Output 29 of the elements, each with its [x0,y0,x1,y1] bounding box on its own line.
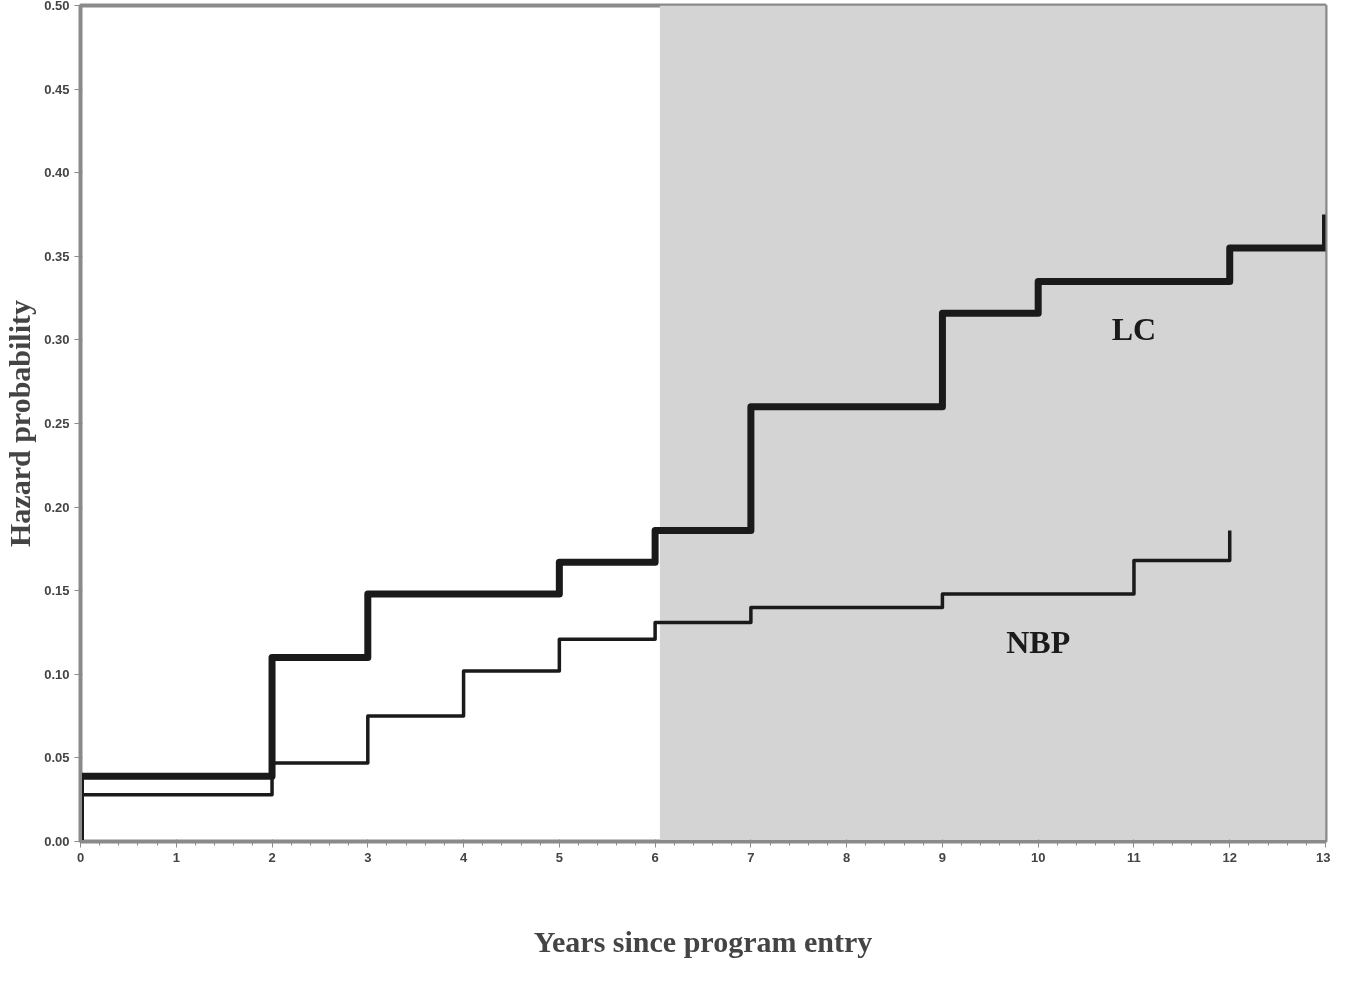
x-tick-label: 2 [268,849,276,865]
y-tick-label: 0.50 [44,0,70,13]
x-tick-label: 13 [1316,849,1331,865]
series-label: NBP [1006,624,1071,661]
x-tick-label: 10 [1030,849,1046,865]
x-tick-label: 11 [1127,849,1141,865]
x-tick-label: 7 [747,849,755,865]
y-tick-label: 0.35 [44,248,70,264]
series-label: LC [1111,311,1157,348]
y-tick-label: 0.15 [44,583,70,599]
y-tick-label: 0.00 [44,834,70,849]
x-tick-label: 5 [555,849,563,865]
x-tick-label: 6 [651,849,659,865]
y-tick-label: 0.10 [44,666,70,682]
y-tick-label: 0.30 [44,332,70,348]
x-axis-title: Years since program entry [533,924,873,958]
x-tick-label: 0 [76,849,85,865]
y-tick-label: 0.20 [44,499,70,515]
y-tick-label: 0.40 [44,165,70,181]
y-tick-label: 0.05 [44,750,70,766]
y-axis-title: Hazard probability [3,300,37,547]
x-tick-label: 8 [843,849,851,865]
x-tick-label: 3 [364,849,372,865]
x-tick-label: 1 [172,849,180,865]
x-tick-label: 4 [459,849,468,865]
y-tick-label: 0.45 [44,81,70,97]
x-tick-label: 9 [938,849,947,865]
x-tick-label: 12 [1222,849,1237,865]
y-tick-label: 0.25 [44,416,70,431]
